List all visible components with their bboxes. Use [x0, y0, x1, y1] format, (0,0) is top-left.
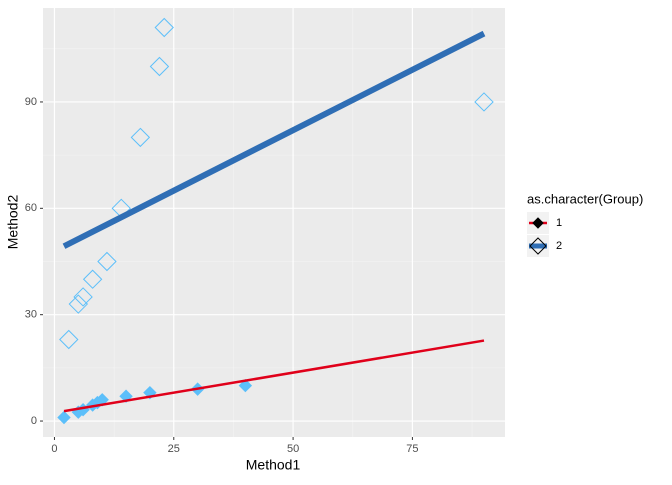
legend-label: 1 — [556, 217, 562, 229]
x-tick-label: 0 — [51, 443, 57, 455]
fit-line — [62, 30, 486, 249]
x-axis-label: Method1 — [246, 457, 301, 473]
y-tick-label: 60 — [25, 202, 37, 214]
y-axis-label: Method2 — [5, 195, 21, 250]
point — [238, 378, 253, 393]
fit-line — [63, 339, 485, 413]
y-tick-label: 30 — [25, 309, 37, 321]
x-tick-label: 25 — [168, 443, 180, 455]
point — [97, 251, 117, 272]
legend-title: as.character(Group) — [527, 191, 643, 206]
x-tick-label: 50 — [287, 443, 299, 455]
legend-symbol — [529, 237, 547, 255]
y-tick-label: 90 — [25, 96, 37, 108]
point — [68, 294, 89, 314]
point — [82, 269, 103, 289]
point — [73, 287, 93, 307]
point — [474, 92, 494, 112]
point — [59, 329, 79, 350]
point — [149, 56, 170, 77]
point — [154, 17, 174, 38]
legend-label: 2 — [556, 240, 562, 252]
x-tick-label: 75 — [406, 443, 418, 455]
point — [130, 127, 151, 148]
panel — [43, 8, 505, 437]
point — [57, 410, 71, 425]
y-tick-label: 0 — [31, 415, 37, 427]
legend-symbol — [532, 217, 544, 229]
